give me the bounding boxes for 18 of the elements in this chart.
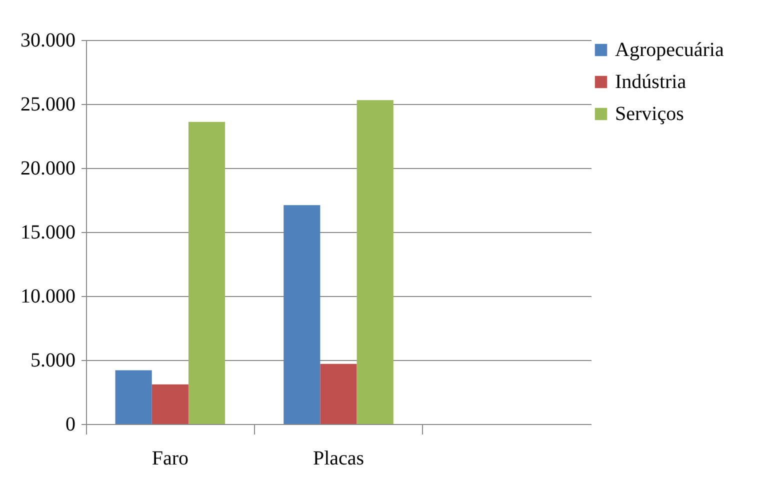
y-tick-label: 0	[66, 414, 76, 436]
bar	[356, 100, 394, 424]
y-tick-label: 10.000	[20, 286, 76, 308]
bar	[284, 205, 320, 424]
legend-label: Indústria	[615, 71, 686, 93]
y-tick-label: 25.000	[20, 94, 76, 116]
bar	[320, 364, 357, 424]
y-tick-label: 20.000	[20, 158, 76, 180]
legend-label: Agropecuária	[615, 39, 724, 61]
legend-label: Serviços	[615, 103, 684, 125]
x-tick-label: Faro	[152, 448, 189, 470]
y-tick-label: 15.000	[20, 222, 76, 244]
bar	[152, 384, 188, 424]
bar	[188, 122, 226, 424]
x-tick-label: Placas	[312, 448, 364, 470]
y-tick-label: 5.000	[30, 350, 76, 372]
bar	[115, 370, 152, 424]
y-tick-label: 30.000	[20, 30, 76, 52]
